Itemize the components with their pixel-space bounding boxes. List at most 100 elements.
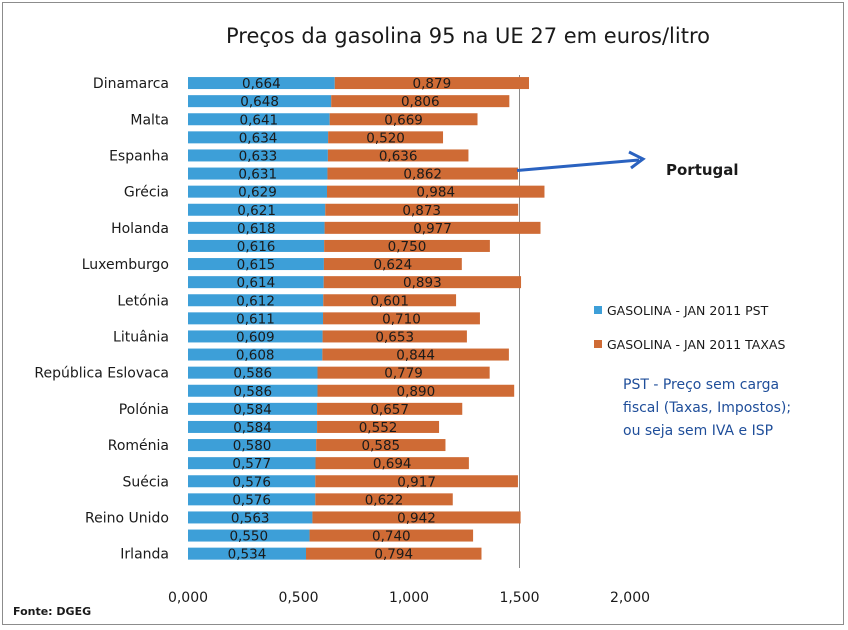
x-axis-ticks: 0,000 0,500 1,000 1,500 2,000	[168, 590, 650, 606]
category-label: Lituânia	[113, 329, 169, 345]
bar-label-pst: 0,534	[228, 547, 267, 563]
bar-pst	[188, 95, 332, 108]
category-label: Luxemburgo	[82, 257, 169, 273]
note-line: fiscal (Taxas, Impostos);	[623, 400, 791, 416]
bar-pst	[188, 203, 326, 216]
bar-label-taxas: 0,694	[373, 456, 412, 472]
bar-label-pst: 0,608	[236, 348, 275, 364]
category-label: Reino Unido	[85, 510, 169, 526]
bar-pst	[188, 384, 318, 397]
bar-label-taxas: 0,740	[372, 529, 411, 545]
bar-label-pst: 0,576	[232, 474, 271, 490]
category-label: Roménia	[108, 438, 169, 454]
bar-label-taxas: 0,879	[413, 76, 452, 92]
bar-taxas	[315, 475, 518, 488]
legend-swatch	[594, 306, 602, 314]
bar-label-pst: 0,621	[237, 203, 276, 219]
bar-label-taxas: 0,622	[365, 492, 404, 508]
bar-taxas	[329, 113, 478, 126]
bar-pst	[188, 547, 307, 560]
bar-taxas	[317, 366, 490, 379]
bar-label-pst: 0,641	[240, 112, 279, 128]
bar-label-pst: 0,631	[238, 167, 277, 183]
bar-taxas	[324, 221, 541, 234]
category-label: Letónia	[117, 293, 169, 309]
bar-label-taxas: 0,653	[375, 329, 414, 345]
bar-taxas	[324, 239, 490, 252]
bar-taxas	[317, 402, 463, 415]
bar-label-pst: 0,586	[233, 366, 272, 382]
bar-label-taxas: 0,806	[401, 94, 440, 110]
bar-pst	[188, 131, 329, 144]
bar-pst	[188, 402, 318, 415]
bar-pst	[188, 457, 316, 470]
bar-pst	[188, 529, 310, 542]
bar-label-pst: 0,550	[229, 529, 268, 545]
bar-label-taxas: 0,862	[403, 167, 442, 183]
bar-label-pst: 0,563	[231, 510, 270, 526]
bar-label-taxas: 0,984	[416, 185, 455, 201]
bar-label-taxas: 0,669	[384, 112, 423, 128]
bar-label-pst: 0,629	[238, 185, 277, 201]
bar-label-taxas: 0,657	[370, 402, 409, 418]
bar-taxas	[317, 384, 515, 397]
bar-pst	[188, 366, 318, 379]
bar-label-pst: 0,614	[237, 275, 276, 291]
bar-label-pst: 0,576	[232, 492, 271, 508]
category-label: Dinamarca	[93, 76, 169, 92]
bar-label-pst: 0,633	[239, 148, 278, 164]
bar-label-taxas: 0,844	[396, 348, 435, 364]
category-label: República Eslovaca	[34, 366, 169, 382]
bar-taxas	[322, 330, 467, 343]
bar-taxas	[315, 493, 453, 506]
bar-taxas	[327, 185, 545, 198]
category-label: Grécia	[124, 185, 169, 201]
note-line: PST - Preço sem carga	[623, 377, 779, 393]
bar-taxas	[309, 529, 474, 542]
bar-pst	[188, 330, 323, 343]
bar-taxas	[317, 420, 440, 433]
legend: GASOLINA - JAN 2011 PST GASOLINA - JAN 20…	[594, 303, 785, 352]
note-line: ou seja sem IVA e ISP	[623, 423, 773, 439]
bar-pst	[188, 221, 325, 234]
legend-label: GASOLINA - JAN 2011 PST	[607, 303, 769, 318]
bar-taxas	[327, 149, 469, 162]
bar-taxas	[327, 167, 518, 180]
source-label: Fonte: DGEG	[13, 605, 91, 618]
bar-label-taxas: 0,750	[388, 239, 427, 255]
bar-label-pst: 0,586	[233, 384, 272, 400]
bar-pst	[188, 167, 328, 180]
bar-label-taxas: 0,585	[361, 438, 400, 454]
x-tick-label: 2,000	[610, 590, 650, 606]
category-label: Espanha	[109, 148, 169, 164]
bar-label-pst: 0,584	[233, 420, 272, 436]
bar-pst	[188, 258, 324, 271]
bar-pst	[188, 294, 324, 307]
note: PST - Preço sem carga fiscal (Taxas, Impo…	[623, 377, 791, 439]
category-label: Holanda	[111, 221, 169, 237]
bar-label-pst: 0,648	[240, 94, 279, 110]
bar-label-pst: 0,580	[233, 438, 272, 454]
bar-pst	[188, 113, 330, 126]
bar-label-pst: 0,609	[236, 329, 275, 345]
bar-pst	[188, 77, 335, 90]
bar-pst	[188, 149, 328, 162]
bar-label-pst: 0,615	[237, 257, 276, 273]
bar-taxas	[323, 258, 462, 271]
bar-pst	[188, 493, 316, 506]
bar-pst	[188, 420, 318, 433]
x-tick-label: 0,500	[278, 590, 318, 606]
bar-label-taxas: 0,917	[397, 474, 436, 490]
bar-label-taxas: 0,942	[397, 510, 436, 526]
bar-taxas	[312, 511, 521, 524]
bar-label-taxas: 0,520	[366, 130, 405, 146]
chart-svg: Preços da gasolina 95 na UE 27 em euros/…	[13, 24, 791, 618]
bar-taxas	[323, 294, 457, 307]
bar-pst	[188, 185, 328, 198]
bar-label-taxas: 0,873	[402, 203, 441, 219]
annotation-arrow	[516, 158, 640, 173]
bar-pst	[188, 475, 316, 488]
bar-label-pst: 0,664	[242, 76, 281, 92]
category-labels: Dinamarca Malta Espanha Grécia Holanda Luxemb…	[34, 76, 169, 563]
x-tick-label: 1,500	[499, 590, 539, 606]
